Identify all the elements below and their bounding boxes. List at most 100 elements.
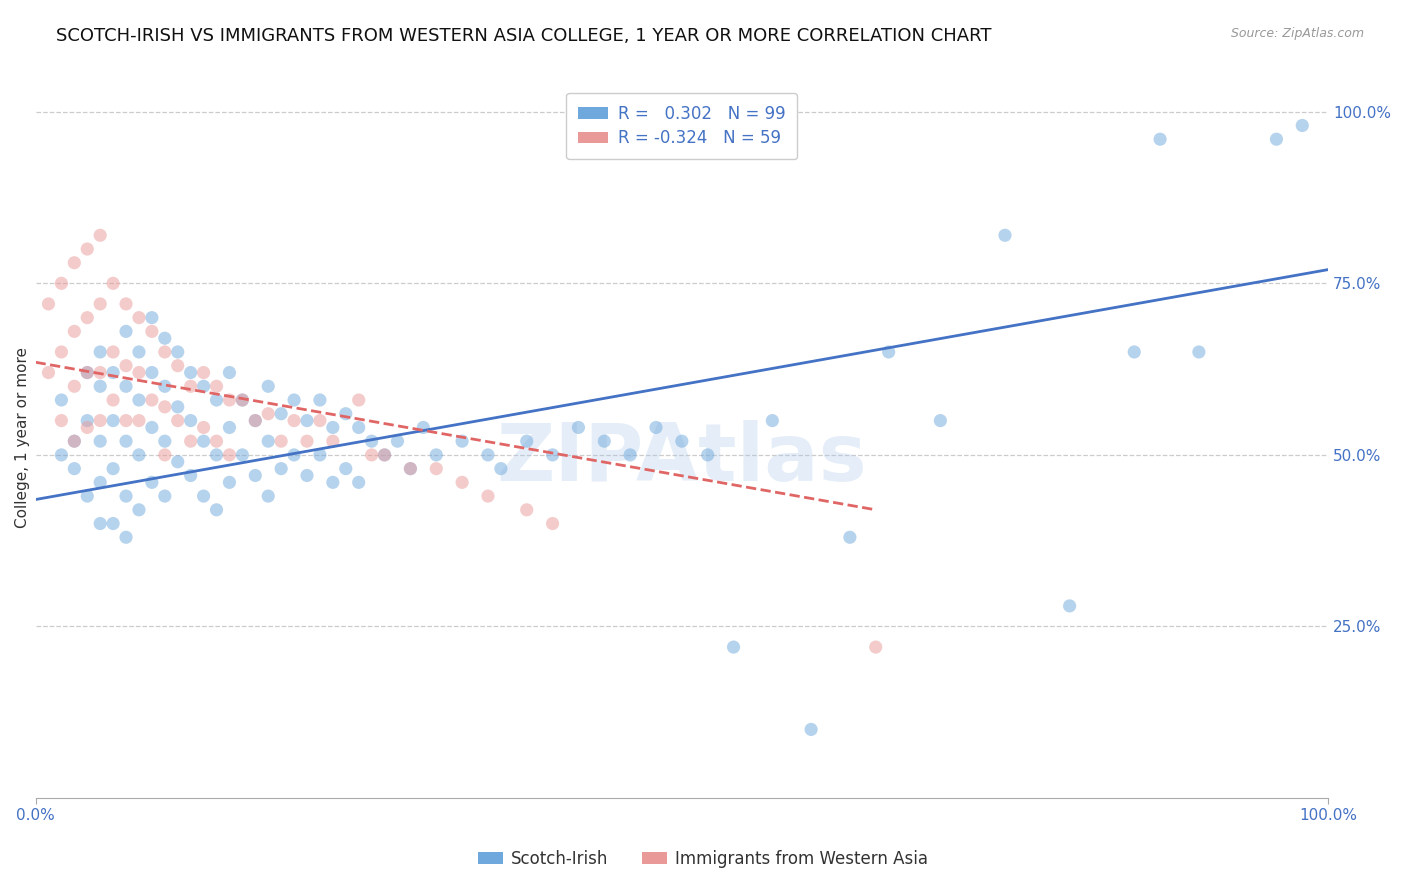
Point [141, 366, 163, 380]
Point [180, 379, 202, 393]
Point [360, 448, 382, 462]
Point [128, 366, 150, 380]
Point [128, 503, 150, 517]
Point [231, 392, 253, 407]
Point [205, 503, 228, 517]
Point [166, 455, 188, 469]
Point [218, 420, 240, 434]
Point [63, 434, 86, 449]
Point [360, 434, 382, 449]
Point [89, 414, 111, 428]
Point [723, 640, 745, 654]
Point [193, 489, 215, 503]
Point [205, 392, 228, 407]
Point [994, 228, 1017, 243]
Point [257, 379, 280, 393]
Point [451, 434, 474, 449]
Point [115, 414, 138, 428]
Point [166, 345, 188, 359]
Point [1149, 132, 1171, 146]
Point [166, 414, 188, 428]
Point [374, 448, 396, 462]
Point [89, 434, 111, 449]
Point [257, 434, 280, 449]
Point [153, 345, 176, 359]
Y-axis label: College, 1 year or more: College, 1 year or more [15, 347, 30, 528]
Point [347, 475, 370, 490]
Point [101, 461, 124, 475]
Point [193, 420, 215, 434]
Point [218, 392, 240, 407]
Point [51, 277, 73, 291]
Point [128, 414, 150, 428]
Point [101, 516, 124, 531]
Point [335, 407, 357, 421]
Point [128, 345, 150, 359]
Point [76, 310, 98, 325]
Point [425, 461, 447, 475]
Point [180, 366, 202, 380]
Point [347, 392, 370, 407]
Point [347, 420, 370, 434]
Text: Source: ZipAtlas.com: Source: ZipAtlas.com [1230, 27, 1364, 40]
Point [51, 392, 73, 407]
Point [593, 434, 616, 449]
Text: SCOTCH-IRISH VS IMMIGRANTS FROM WESTERN ASIA COLLEGE, 1 YEAR OR MORE CORRELATION: SCOTCH-IRISH VS IMMIGRANTS FROM WESTERN … [56, 27, 991, 45]
Point [270, 434, 292, 449]
Point [671, 434, 693, 449]
Point [295, 414, 318, 428]
Point [205, 434, 228, 449]
Point [425, 448, 447, 462]
Point [309, 414, 332, 428]
Point [89, 475, 111, 490]
Point [245, 468, 267, 483]
Point [619, 448, 641, 462]
Point [270, 407, 292, 421]
Point [76, 242, 98, 256]
Point [51, 448, 73, 462]
Point [63, 256, 86, 270]
Point [399, 461, 422, 475]
Point [101, 277, 124, 291]
Legend: R =   0.302   N = 99, R = -0.324   N = 59: R = 0.302 N = 99, R = -0.324 N = 59 [567, 93, 797, 159]
Point [374, 448, 396, 462]
Point [89, 516, 111, 531]
Legend: Scotch-Irish, Immigrants from Western Asia: Scotch-Irish, Immigrants from Western As… [471, 844, 935, 875]
Point [141, 392, 163, 407]
Point [257, 489, 280, 503]
Point [322, 420, 344, 434]
Point [89, 297, 111, 311]
Point [231, 448, 253, 462]
Point [412, 420, 434, 434]
Point [387, 434, 409, 449]
Point [322, 434, 344, 449]
Point [1188, 345, 1211, 359]
Point [89, 228, 111, 243]
Point [516, 503, 538, 517]
Point [877, 345, 900, 359]
Point [63, 461, 86, 475]
Point [295, 434, 318, 449]
Point [76, 420, 98, 434]
Point [115, 434, 138, 449]
Point [128, 448, 150, 462]
Point [309, 392, 332, 407]
Point [115, 489, 138, 503]
Point [489, 461, 512, 475]
Point [51, 345, 73, 359]
Point [283, 392, 305, 407]
Point [37, 366, 59, 380]
Point [477, 448, 499, 462]
Point [218, 366, 240, 380]
Point [141, 420, 163, 434]
Point [101, 366, 124, 380]
Point [37, 297, 59, 311]
Point [218, 475, 240, 490]
Point [115, 530, 138, 544]
Point [205, 379, 228, 393]
Point [63, 379, 86, 393]
Point [153, 448, 176, 462]
Point [76, 489, 98, 503]
Point [89, 379, 111, 393]
Point [283, 448, 305, 462]
